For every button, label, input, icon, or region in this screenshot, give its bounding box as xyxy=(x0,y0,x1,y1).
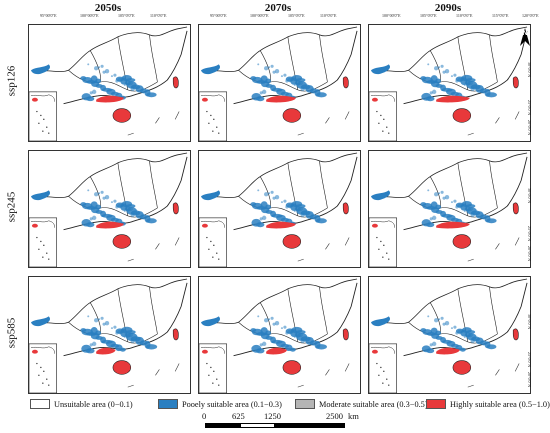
legend-swatch xyxy=(426,399,446,409)
legend-swatch xyxy=(295,399,315,409)
map-panel-ssp585-2090s xyxy=(368,276,531,394)
highly-suitable-area xyxy=(96,202,179,249)
poorly-suitable-area xyxy=(200,315,328,354)
map-panel-ssp585-2070s xyxy=(198,276,361,394)
row-header-ssp585: ssp585 xyxy=(5,317,17,349)
highly-suitable-area xyxy=(266,76,349,123)
latitude-label: 20°0′0″N xyxy=(527,120,532,136)
row-header-ssp245: ssp245 xyxy=(5,191,17,223)
latitude-label: 30°0′0″N xyxy=(527,314,532,330)
map-svg xyxy=(369,278,528,393)
latitude-label: 25°0′0″N xyxy=(527,226,532,242)
map-svg xyxy=(369,26,528,141)
highly-suitable-area xyxy=(96,76,179,123)
poorly-suitable-area xyxy=(30,189,157,228)
poorly-suitable-area xyxy=(370,63,498,102)
scale-bar: 0 625 1250 2500 km xyxy=(200,411,540,433)
highly-suitable-area xyxy=(436,76,519,123)
poorly-suitable-area xyxy=(200,189,327,228)
map-svg xyxy=(199,152,358,267)
map-panel-ssp585-2050s xyxy=(28,276,191,394)
poorly-suitable-area xyxy=(30,315,158,354)
poorly-suitable-area xyxy=(370,315,497,354)
latitude-label: 25°0′0″N xyxy=(527,100,532,116)
latitude-label: 25°0′0″N xyxy=(527,352,532,368)
map-panel-ssp245-2050s xyxy=(28,150,191,268)
legend-item-moderate: Moderate suitable area (0.3−0.5) xyxy=(295,398,428,410)
svg-text:N: N xyxy=(522,30,527,37)
legend-item-highly: Highly suitable area (0.5−1.0) xyxy=(426,398,550,410)
column-header-2050s: 2050s xyxy=(94,2,122,14)
poorly-suitable-area xyxy=(370,189,497,228)
north-arrow-icon: N xyxy=(516,26,534,48)
map-panel-ssp126-2070s xyxy=(198,24,361,142)
map-panel-ssp126-2050s xyxy=(28,24,191,142)
map-svg xyxy=(29,152,188,267)
latitude-label: 30°0′0″N xyxy=(527,62,532,78)
map-svg xyxy=(199,26,358,141)
poorly-suitable-area xyxy=(200,63,327,102)
map-svg xyxy=(199,278,358,393)
highly-suitable-area xyxy=(436,328,519,375)
latitude-label: 30°0′0″N xyxy=(527,188,532,204)
column-header-2070s: 2070s xyxy=(264,2,292,14)
map-svg xyxy=(29,278,188,393)
highly-suitable-area xyxy=(96,328,179,375)
poorly-suitable-area xyxy=(30,63,157,102)
map-panel-ssp126-2090s xyxy=(368,24,531,142)
legend-item-unsuitable: Unsuitable area (0−0.1) xyxy=(30,398,133,410)
legend-item-poorly: Pooely suitable area (0.1−0.3) xyxy=(158,398,282,410)
latitude-label: 20°0′0″N xyxy=(527,372,532,388)
map-svg xyxy=(369,152,528,267)
legend: Unsuitable area (0−0.1) Pooely suitable … xyxy=(30,398,550,412)
map-panel-ssp245-2090s xyxy=(368,150,531,268)
highly-suitable-area xyxy=(436,202,519,249)
legend-swatch xyxy=(30,399,50,409)
map-svg xyxy=(29,26,188,141)
row-header-ssp126: ssp126 xyxy=(5,65,17,97)
highly-suitable-area xyxy=(266,328,349,375)
map-panel-ssp245-2070s xyxy=(198,150,361,268)
highly-suitable-area xyxy=(266,202,349,249)
column-header-2090s: 2090s xyxy=(434,2,462,14)
legend-swatch xyxy=(158,399,178,409)
latitude-label: 20°0′0″N xyxy=(527,246,532,262)
